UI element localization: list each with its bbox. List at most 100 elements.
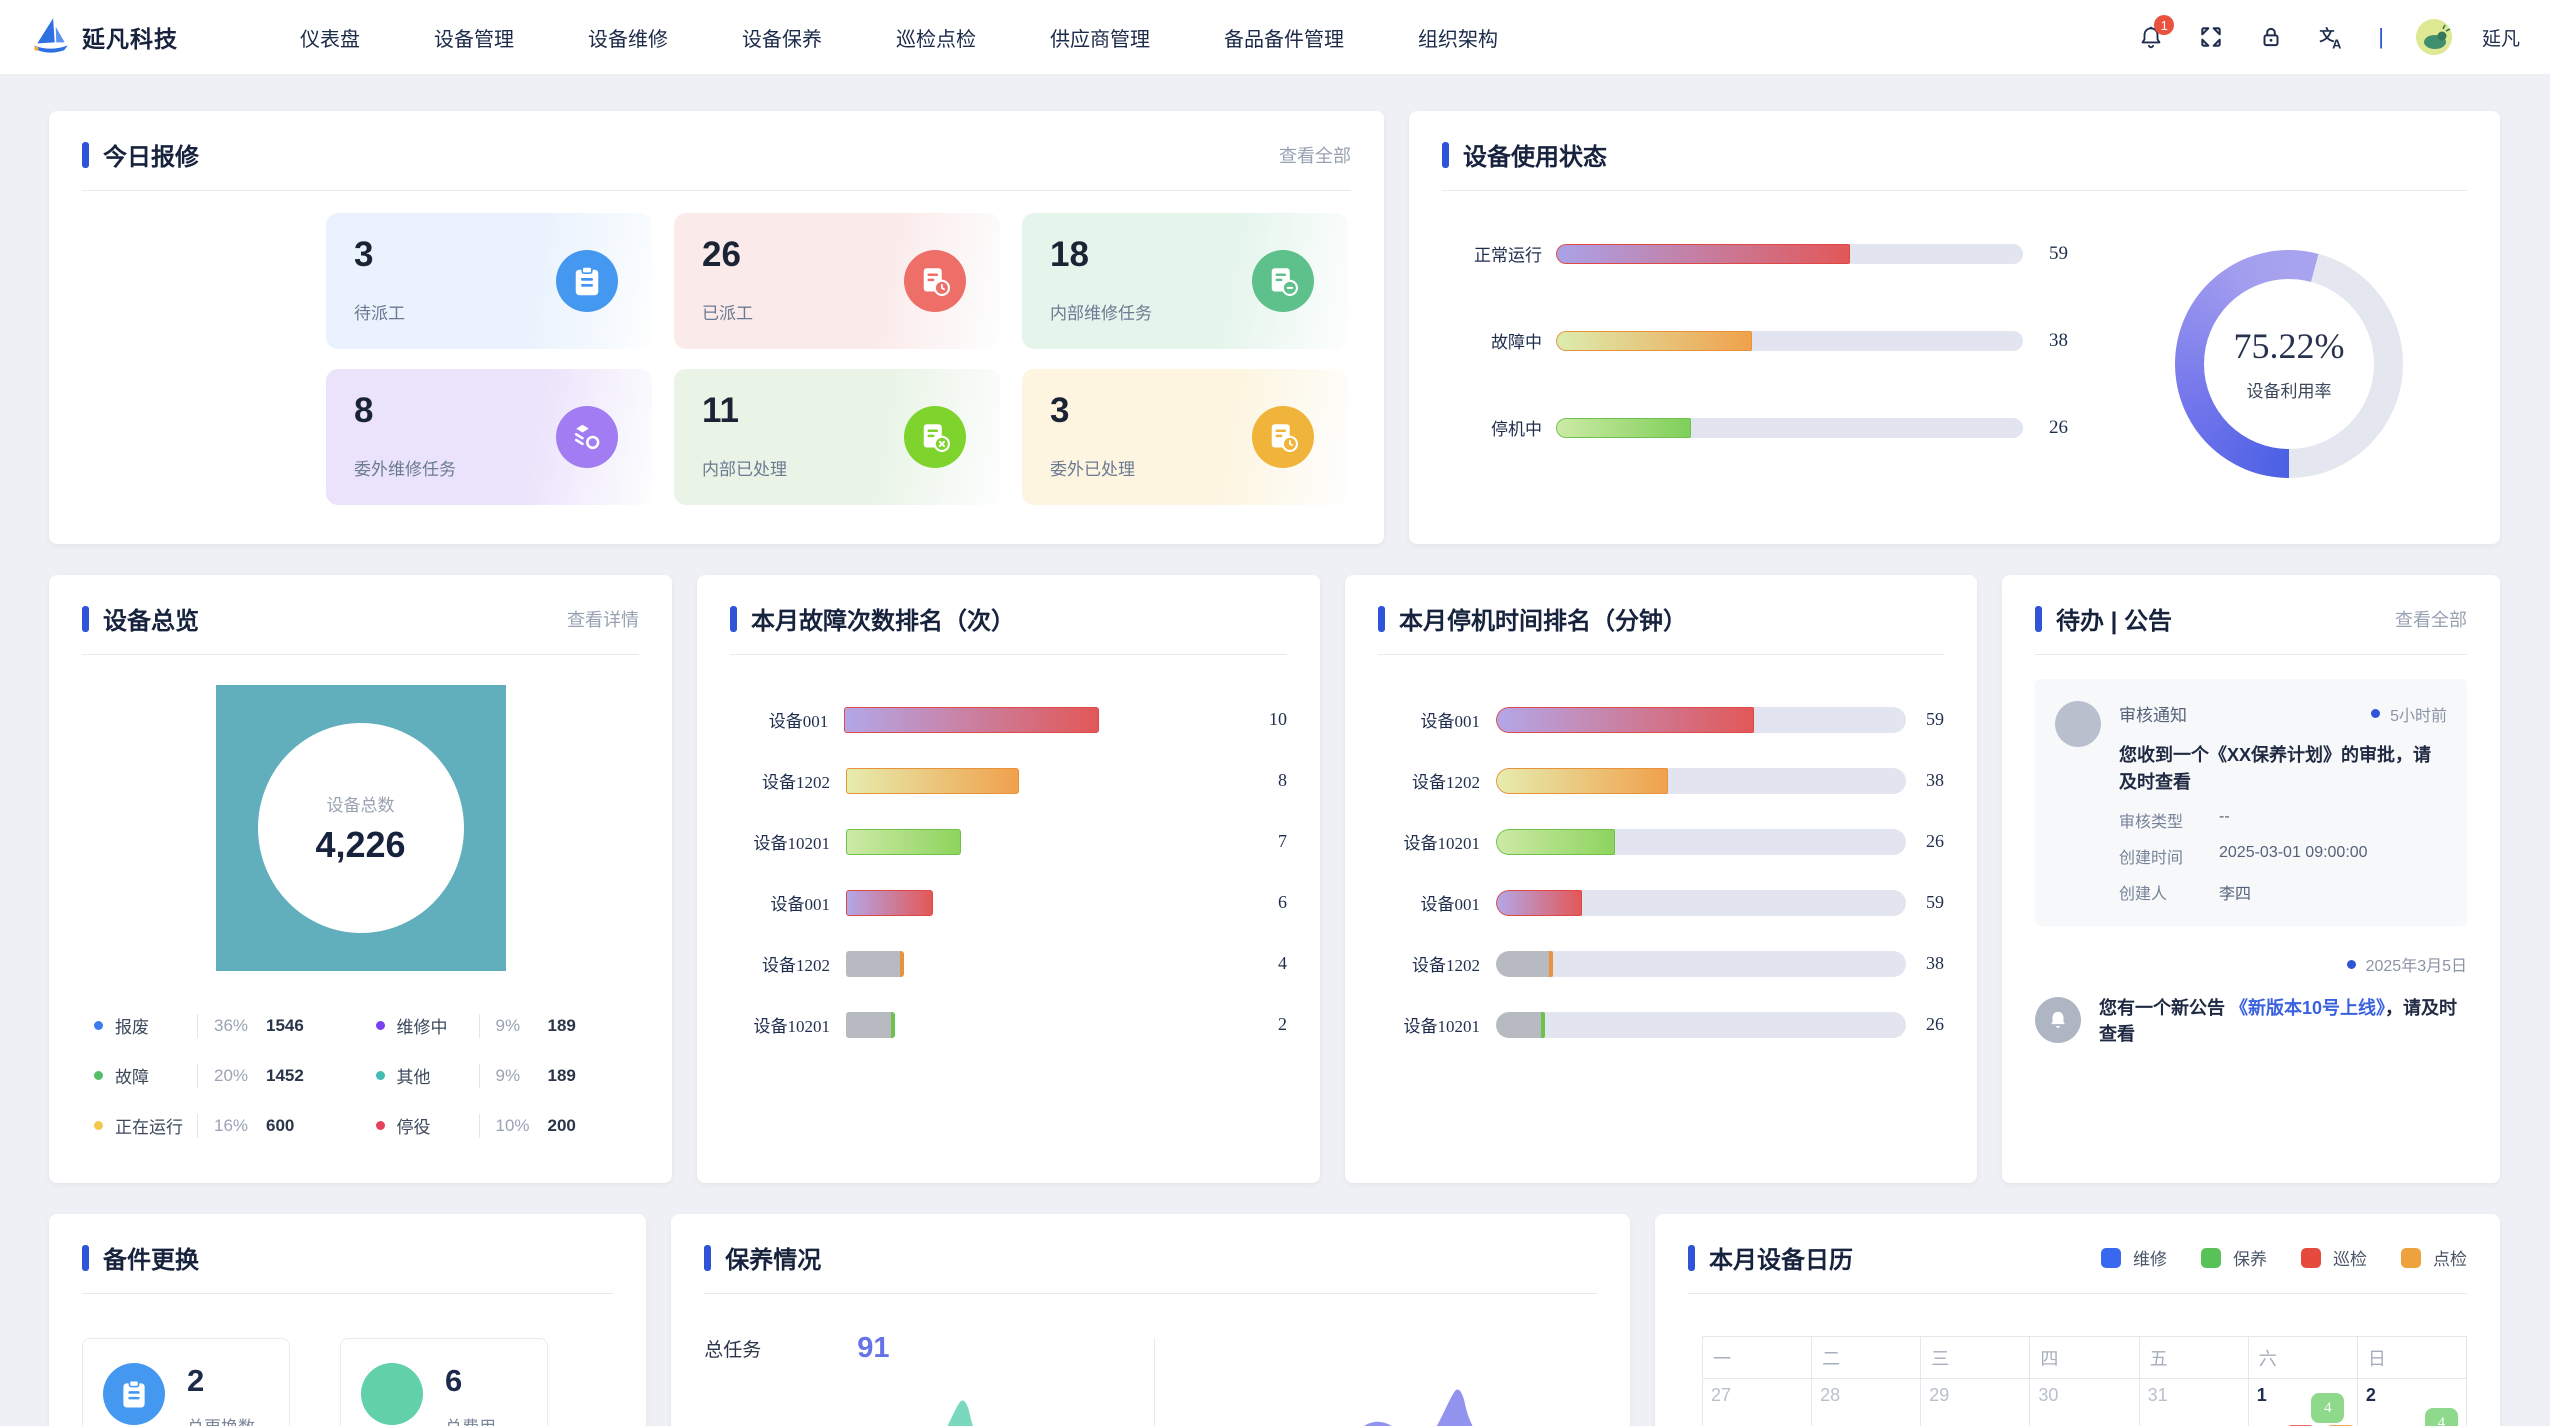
device-calendar: 一二三四五六日 27 28 29 30 31 1 4 2 4 bbox=[1701, 1336, 2468, 1426]
rank-device-label: 设备10201 bbox=[753, 1017, 831, 1036]
announcement-link[interactable]: 《新版本10号上线》 bbox=[2230, 998, 2386, 1018]
dashboard-page: 今日报修 查看全部 3 待派工 26 已派工 18 内部维修任务 bbox=[0, 75, 2550, 1426]
rank-bar-track bbox=[1496, 767, 1906, 794]
calendar-day-cell[interactable]: 27 bbox=[1701, 1378, 1813, 1426]
audit-time: 5小时前 bbox=[2371, 702, 2447, 726]
nav-item-5[interactable]: 供应商管理 bbox=[1050, 28, 1150, 51]
rank-device-label: 设备1202 bbox=[762, 956, 831, 975]
unread-dot bbox=[2346, 959, 2356, 969]
repair-tile-3[interactable]: 8 委外维修任务 bbox=[326, 369, 652, 505]
legend-swatch bbox=[2401, 1247, 2421, 1268]
legend-label: 巡检 bbox=[2333, 1250, 2367, 1269]
repair-tile-5[interactable]: 3 委外已处理 bbox=[1022, 369, 1348, 505]
rank-row: 设备001 10 bbox=[730, 689, 1287, 750]
repair-tile-0[interactable]: 3 待派工 bbox=[326, 213, 652, 349]
calendar-event-badge[interactable]: 4 bbox=[2311, 1393, 2345, 1423]
legend-label: 故障 bbox=[115, 1068, 149, 1087]
utilization-label: 设备利用率 bbox=[2246, 382, 2332, 401]
rank-row: 设备001 59 bbox=[1378, 872, 1944, 933]
coins-icon bbox=[556, 406, 618, 468]
calendar-date: 31 bbox=[2147, 1385, 2168, 1405]
user-name[interactable]: 延凡 bbox=[2481, 28, 2520, 50]
notification-bell-icon[interactable]: 1 bbox=[2136, 15, 2175, 52]
repair-tile-2[interactable]: 18 内部维修任务 bbox=[1022, 213, 1348, 349]
todo-announcement-card: 待办 | 公告 查看全部 审核通知 5小时前 您收到一个《XX保养计划》的审批，… bbox=[2002, 575, 2500, 1183]
legend-label: 报废 bbox=[115, 1018, 149, 1037]
legend-value: 200 bbox=[547, 1115, 576, 1135]
title-accent-bar bbox=[1378, 605, 1385, 632]
maintenance-card: 保养情况 总任务 91 完成率 及时率 bbox=[671, 1214, 1630, 1426]
legend-percent: 36% bbox=[214, 1015, 249, 1035]
todo-item-audit[interactable]: 审核通知 5小时前 您收到一个《XX保养计划》的审批，请及时查看 审核类型 --… bbox=[2035, 679, 2467, 926]
rank-bar-area bbox=[846, 950, 1258, 977]
nav-item-6[interactable]: 备品备件管理 bbox=[1224, 28, 1344, 51]
divider bbox=[82, 654, 639, 655]
rank-bar-track bbox=[1496, 1011, 1906, 1038]
calendar-day-cell[interactable]: 2 4 bbox=[2356, 1378, 2468, 1426]
legend-percent: 20% bbox=[214, 1065, 249, 1085]
todo-view-all-link[interactable]: 查看全部 bbox=[2395, 609, 2467, 630]
calendar-day-cell[interactable]: 30 bbox=[2029, 1378, 2140, 1426]
legend-dot bbox=[94, 1121, 103, 1130]
repair-tile-value: 26 bbox=[702, 235, 741, 274]
fullscreen-icon[interactable] bbox=[2196, 22, 2226, 52]
divider bbox=[2035, 654, 2467, 655]
language-icon[interactable]: 文 A bbox=[2316, 22, 2346, 52]
legend-divider bbox=[197, 1013, 198, 1038]
audit-meta-row: 审核类型 -- bbox=[2119, 808, 2447, 832]
brand-logo-icon bbox=[30, 14, 72, 61]
nav-item-1[interactable]: 设备管理 bbox=[434, 28, 514, 51]
legend-percent: 9% bbox=[495, 1065, 521, 1085]
top-nav: 延凡科技 仪表盘 设备管理 设备维修 设备保养 巡检点检 供应商管理 备品备件管理 组织架构 … bbox=[0, 0, 2550, 75]
rank-value: 59 bbox=[1926, 892, 1944, 912]
overview-view-detail-link[interactable]: 查看详情 bbox=[567, 609, 639, 630]
calendar-day-cell[interactable]: 31 bbox=[2138, 1378, 2249, 1426]
rank-device-label: 设备1202 bbox=[1412, 956, 1480, 975]
spare-tile-0[interactable]: 2 总更换数 bbox=[82, 1338, 290, 1426]
calendar-legend-item: 点检 bbox=[2401, 1245, 2467, 1270]
overview-legend-item: 维修中 9% 189 bbox=[375, 1013, 628, 1038]
today-repair-view-all-link[interactable]: 查看全部 bbox=[1279, 145, 1351, 166]
doc-x-icon bbox=[904, 406, 966, 468]
device-total-value: 4,226 bbox=[315, 823, 406, 865]
repair-tile-value: 11 bbox=[702, 391, 739, 430]
nav-item-0[interactable]: 仪表盘 bbox=[300, 28, 360, 51]
nav-item-7[interactable]: 组织架构 bbox=[1418, 28, 1498, 51]
audit-meta-rows: 审核类型 -- 创建时间 2025-03-01 09:00:00 创建人 李四 bbox=[2119, 808, 2447, 904]
device-overview-title: 设备总览 bbox=[103, 608, 199, 635]
repair-tile-4[interactable]: 11 内部已处理 bbox=[674, 369, 1000, 505]
meta-key: 审核类型 bbox=[2119, 814, 2184, 831]
notification-badge: 1 bbox=[2154, 15, 2175, 35]
spare-parts-title: 备件更换 bbox=[103, 1247, 199, 1274]
calendar-day-cell[interactable]: 29 bbox=[1920, 1378, 2031, 1426]
rank-device-label: 设备001 bbox=[768, 712, 829, 731]
calendar-day-cell[interactable]: 1 4 bbox=[2247, 1378, 2358, 1426]
ontime-rate-sparkline bbox=[1364, 1389, 1473, 1426]
rank-value: 38 bbox=[1926, 953, 1944, 973]
today-repair-card: 今日报修 查看全部 3 待派工 26 已派工 18 内部维修任务 bbox=[49, 111, 1384, 544]
legend-dot bbox=[94, 1071, 103, 1080]
repair-tile-1[interactable]: 26 已派工 bbox=[674, 213, 1000, 349]
calendar-day-cell[interactable]: 28 bbox=[1811, 1378, 1922, 1426]
spare-tile-1[interactable]: 6 总费用 bbox=[340, 1338, 548, 1426]
user-avatar[interactable] bbox=[2415, 19, 2452, 55]
nav-item-4[interactable]: 巡检点检 bbox=[896, 28, 976, 51]
calendar-event-badge[interactable]: 4 bbox=[2424, 1408, 2458, 1426]
rank-bar-track bbox=[1496, 889, 1906, 916]
svg-text:文: 文 bbox=[2320, 27, 2336, 45]
divider bbox=[704, 1293, 1597, 1294]
legend-divider bbox=[478, 1063, 480, 1088]
calendar-date: 30 bbox=[2038, 1385, 2059, 1405]
device-overview-card: 设备总览 查看详情 设备总数 4,226 报废 36% 1546 维修中 9% … bbox=[49, 575, 672, 1183]
lock-icon[interactable] bbox=[2256, 22, 2286, 52]
legend-label: 保养 bbox=[2233, 1250, 2267, 1269]
usage-bar-row: 停机中 26 bbox=[1442, 415, 2139, 440]
audit-meta-row: 创建人 李四 bbox=[2119, 880, 2447, 904]
announcement-bell-icon bbox=[2035, 997, 2081, 1043]
usage-bar-label: 故障中 bbox=[1491, 333, 1542, 352]
usage-bar-track bbox=[1556, 330, 2023, 351]
calendar-weekday: 日 bbox=[2356, 1336, 2468, 1379]
legend-dot bbox=[375, 1021, 385, 1030]
nav-item-3[interactable]: 设备保养 bbox=[742, 28, 822, 51]
nav-item-2[interactable]: 设备维修 bbox=[588, 28, 668, 51]
